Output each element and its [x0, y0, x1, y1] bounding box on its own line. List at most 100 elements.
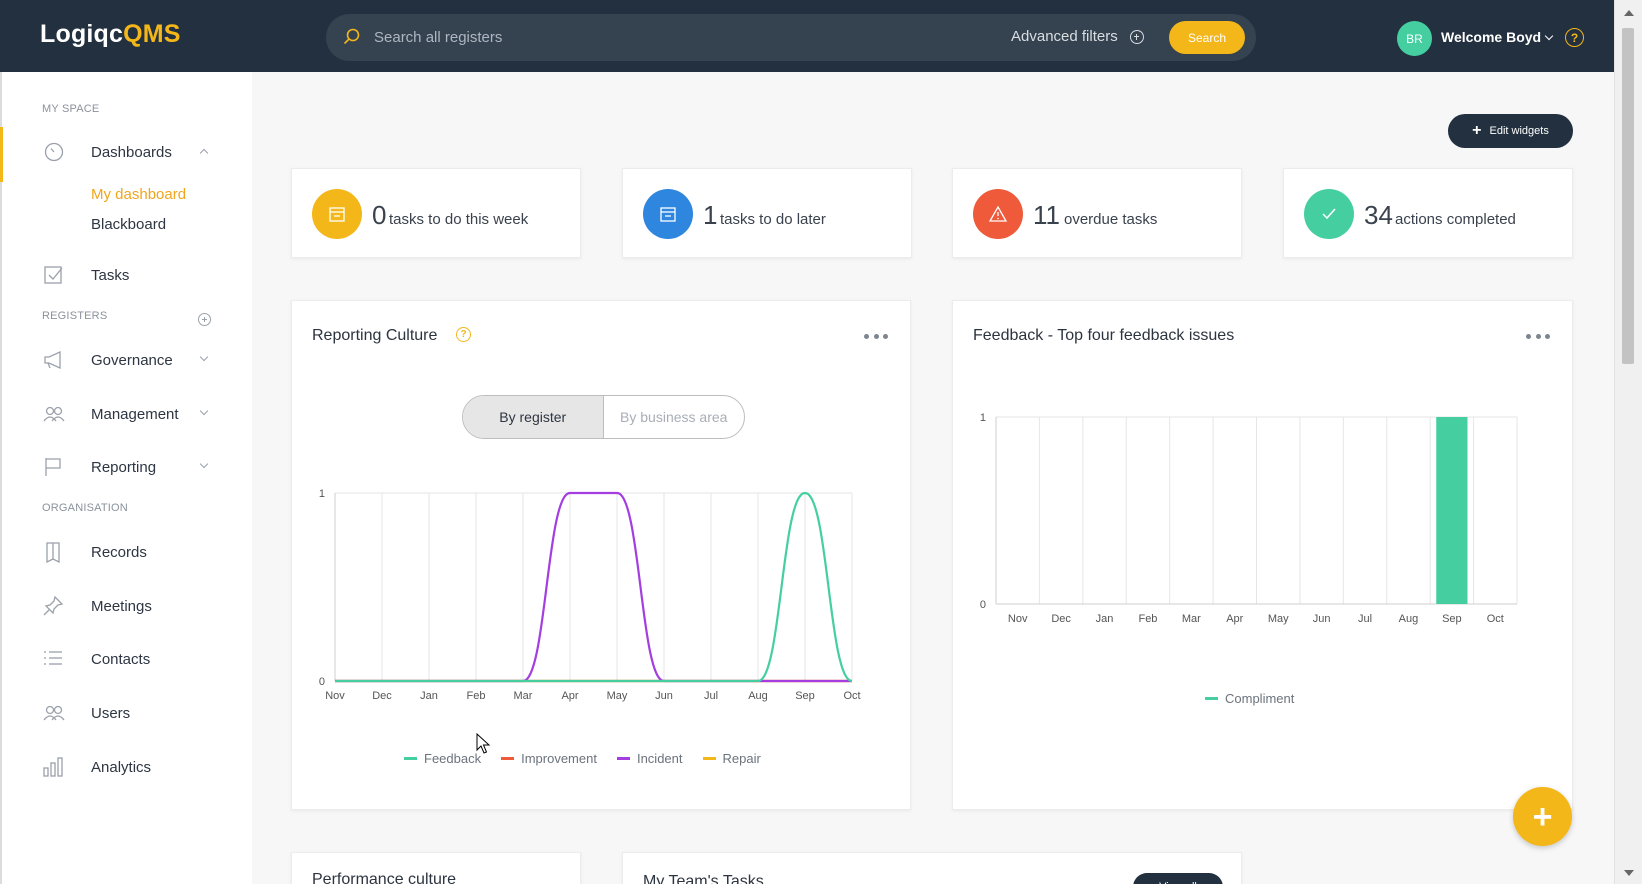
chevron-down-icon: [199, 406, 209, 416]
more-options-icon[interactable]: [864, 334, 888, 340]
bar: [1436, 417, 1468, 604]
reporting-culture-chart: Nov Dec Jan Feb Mar Apr May Jun Jul Aug Sep Oct 0 1: [319, 488, 861, 702]
x-tick-label: Jul: [1358, 613, 1372, 625]
legend-swatch: [404, 757, 417, 760]
legend-item[interactable]: Repair: [702, 751, 761, 766]
sidebar-item-tasks[interactable]: Tasks: [2, 255, 252, 295]
x-tick-label: Sep: [795, 690, 815, 702]
sidebar-item-analytics[interactable]: Analytics: [2, 747, 252, 787]
team-tasks-card: My Team's Tasks View all: [622, 852, 1242, 884]
legend-swatch: [616, 757, 630, 760]
help-icon[interactable]: ?: [1565, 28, 1584, 47]
sidebar-item-my-dashboard[interactable]: My dashboard: [91, 186, 187, 203]
logo[interactable]: LogiqcQMS: [40, 20, 181, 48]
stat-card-tasks-this-week[interactable]: 0 tasks to do this week: [291, 168, 581, 258]
pin-icon: [43, 595, 64, 616]
help-icon[interactable]: ?: [456, 327, 471, 342]
stat-card-overdue-tasks[interactable]: 11 overdue tasks: [952, 168, 1242, 258]
scroll-up-arrow[interactable]: [1624, 10, 1634, 16]
card-title: My Team's Tasks: [643, 873, 764, 884]
section-label-organisation: ORGANISATION: [42, 502, 128, 514]
bar-chart-icon: [43, 757, 63, 777]
legend-item[interactable]: Improvement: [501, 751, 597, 766]
scroll-down-arrow[interactable]: [1624, 870, 1634, 876]
x-tick-label: Feb: [1138, 613, 1157, 625]
legend-item[interactable]: Feedback: [404, 751, 481, 766]
sidebar-item-records[interactable]: Records: [2, 532, 252, 572]
x-tick-label: Aug: [1399, 613, 1419, 625]
advanced-filters-button[interactable]: Advanced filters: [1011, 28, 1144, 45]
toggle-by-business-area[interactable]: By business area: [620, 409, 728, 425]
series-line-incident: [334, 491, 852, 683]
sidebar-item-contacts[interactable]: Contacts: [2, 639, 252, 679]
search-input[interactable]: [374, 22, 894, 53]
chevron-up-icon: [199, 148, 209, 158]
sidebar-item-management[interactable]: Management: [2, 394, 252, 434]
toggle-by-register[interactable]: By register: [463, 396, 604, 438]
book-icon: [46, 542, 60, 563]
series-line-feedback: [334, 491, 853, 683]
add-fab-button[interactable]: +: [1513, 787, 1572, 846]
x-tick-label: Sep: [1442, 613, 1462, 625]
sidebar-item-label: Meetings: [91, 597, 152, 615]
edit-widgets-label: Edit widgets: [1489, 125, 1549, 137]
checkbox-icon: [44, 266, 63, 284]
more-options-icon[interactable]: [1526, 334, 1550, 340]
add-register-icon[interactable]: [198, 313, 211, 326]
stat-text: actions completed: [1395, 211, 1516, 228]
avatar[interactable]: BR: [1397, 21, 1432, 56]
sidebar-item-label: Contacts: [91, 650, 151, 668]
user-menu[interactable]: Welcome Boyd: [1441, 29, 1554, 45]
flag-icon: [45, 458, 61, 476]
vertical-scrollbar[interactable]: [1614, 0, 1642, 884]
legend-label: Improvement: [521, 751, 597, 766]
section-label-my-space: MY SPACE: [42, 103, 100, 115]
sidebar-item-blackboard[interactable]: Blackboard: [91, 216, 167, 233]
view-all-button[interactable]: View all: [1133, 873, 1223, 884]
x-tick-label: Mar: [514, 690, 533, 702]
calendar-icon: [643, 189, 693, 239]
legend-item[interactable]: Compliment: [1205, 691, 1294, 706]
feedback-chart: 0 1 Nov Dec Jan Feb Mar Apr May Jun Jul Aug Sep Oct: [980, 412, 1518, 625]
sidebar-item-dashboards[interactable]: Dashboards: [2, 132, 252, 172]
advanced-filters-label: Advanced filters: [1011, 28, 1118, 45]
stat-number: 34: [1364, 200, 1393, 230]
chevron-down-icon: [1544, 31, 1554, 41]
check-icon: [1304, 189, 1354, 239]
sidebar-item-governance[interactable]: Governance: [2, 340, 252, 380]
sidebar-item-users[interactable]: Users: [2, 693, 252, 733]
sidebar-item-meetings[interactable]: Meetings: [2, 586, 252, 626]
megaphone-icon: [44, 350, 61, 370]
users-icon: [43, 705, 65, 721]
stat-card-actions-completed[interactable]: 34 actions completed: [1283, 168, 1573, 258]
performance-culture-card: Performance culture: [291, 852, 581, 884]
gauge-icon: [44, 142, 64, 162]
legend-label: Compliment: [1225, 691, 1295, 706]
y-tick-label: 1: [980, 412, 986, 424]
sidebar-item-label: Reporting: [91, 458, 157, 476]
x-tick-label: Nov: [325, 690, 345, 702]
legend-label: Feedback: [424, 751, 482, 766]
warning-icon: [973, 189, 1023, 239]
people-icon: [43, 406, 65, 422]
search-button[interactable]: Search: [1169, 21, 1245, 54]
plus-circle-icon: [1129, 29, 1144, 44]
scroll-thumb[interactable]: [1622, 28, 1634, 364]
x-tick-label: Aug: [748, 690, 768, 702]
legend-swatch: [702, 757, 716, 760]
sidebar-item-reporting[interactable]: Reporting: [2, 447, 252, 487]
feedback-card: Feedback - Top four feedback issues 0 1 No…: [952, 300, 1573, 810]
legend-item[interactable]: Incident: [616, 751, 683, 766]
x-tick-label: Oct: [1487, 613, 1504, 625]
x-tick-label: Feb: [467, 690, 486, 702]
view-toggle: By register By business area: [462, 395, 745, 439]
edit-widgets-button[interactable]: + Edit widgets: [1448, 114, 1573, 148]
stat-number: 0: [372, 200, 387, 230]
x-tick-label: May: [607, 690, 628, 702]
sidebar-item-label: Users: [91, 704, 131, 722]
y-tick-label: 0: [980, 599, 986, 611]
stat-card-tasks-later[interactable]: 1 tasks to do later: [622, 168, 912, 258]
search-icon[interactable]: [342, 27, 362, 47]
section-label-registers: REGISTERS: [42, 310, 108, 322]
sidebar-item-label: Tasks: [91, 266, 130, 284]
